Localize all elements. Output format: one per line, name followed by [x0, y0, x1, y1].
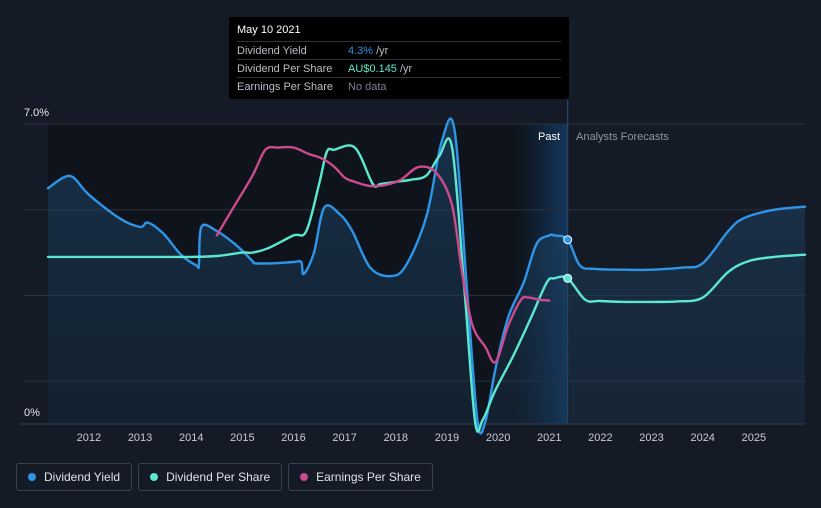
legend-label: Dividend Yield — [44, 470, 121, 484]
x-tick-label: 2017 — [332, 432, 356, 444]
tooltip-row-dividend-per-share: Dividend Per Share AU$0.145 /yr — [237, 59, 561, 77]
x-tick-label: 2012 — [77, 432, 101, 444]
series-area-0 — [48, 118, 805, 434]
x-tick-label: 2015 — [230, 432, 254, 444]
tooltip-row-dividend-yield: Dividend Yield 4.3% /yr — [237, 41, 561, 59]
x-tick-label: 2022 — [588, 432, 612, 444]
series-line-0 — [46, 117, 807, 435]
tooltip-label: Dividend Per Share — [237, 62, 333, 75]
tooltip-date: May 10 2021 — [237, 24, 301, 36]
series-line-2 — [215, 145, 551, 364]
legend-dot-icon — [150, 473, 159, 481]
tooltip-label: Dividend Yield — [237, 44, 307, 57]
forecast-label: Analysts Forecasts — [576, 131, 669, 143]
past-label: Past — [538, 131, 560, 143]
chart-legend: Dividend Yield Dividend Per Share Earnin… — [16, 463, 433, 491]
series-markers — [563, 235, 573, 283]
legend-dot-icon — [300, 473, 309, 481]
x-tick-label: 2020 — [486, 432, 510, 444]
series-line-1 — [46, 137, 807, 433]
tooltip-row-earnings-per-share: Earnings Per Share No data — [237, 77, 561, 95]
tooltip-value: AU$0.145 — [348, 62, 397, 75]
legend-dividend-yield[interactable]: Dividend Yield — [16, 463, 133, 491]
legend-dividend-per-share[interactable]: Dividend Per Share — [138, 463, 283, 491]
tooltip-value: No data — [348, 80, 387, 93]
x-tick-label: 2016 — [281, 432, 305, 444]
highlight-point-0 — [563, 235, 573, 245]
tooltip-unit: /yr — [399, 62, 413, 75]
legend-earnings-per-share[interactable]: Earnings Per Share — [288, 463, 433, 491]
legend-label: Dividend Per Share — [166, 470, 271, 484]
x-tick-label: 2014 — [179, 432, 203, 444]
y-tick-zero-label: 0% — [24, 407, 40, 419]
x-tick-label: 2021 — [537, 432, 561, 444]
y-axis-labels: 7.0% 0% — [24, 107, 49, 419]
y-tick-top-label: 7.0% — [24, 107, 49, 119]
series-areas — [48, 118, 805, 434]
x-tick-label: 2013 — [128, 432, 152, 444]
x-tick-label: 2019 — [435, 432, 459, 444]
chart-tooltip: May 10 2021 Dividend Yield 4.3% /yr Divi… — [229, 17, 569, 99]
x-tick-label: 2018 — [384, 432, 408, 444]
tooltip-label: Earnings Per Share — [237, 80, 333, 93]
x-tick-label: 2024 — [690, 432, 714, 444]
tooltip-unit: /yr — [376, 44, 389, 57]
series-lines — [46, 117, 807, 435]
legend-label: Earnings Per Share — [316, 470, 421, 484]
x-tick-label: 2023 — [639, 432, 663, 444]
tooltip-value: 4.3% — [348, 44, 374, 57]
x-axis-labels: 2012 2013 2014 2015 2016 2017 2018 2019 2020 2021… — [77, 432, 766, 444]
legend-dot-icon — [28, 473, 36, 481]
x-tick-label: 2025 — [742, 432, 766, 444]
highlight-point-1 — [563, 273, 573, 283]
